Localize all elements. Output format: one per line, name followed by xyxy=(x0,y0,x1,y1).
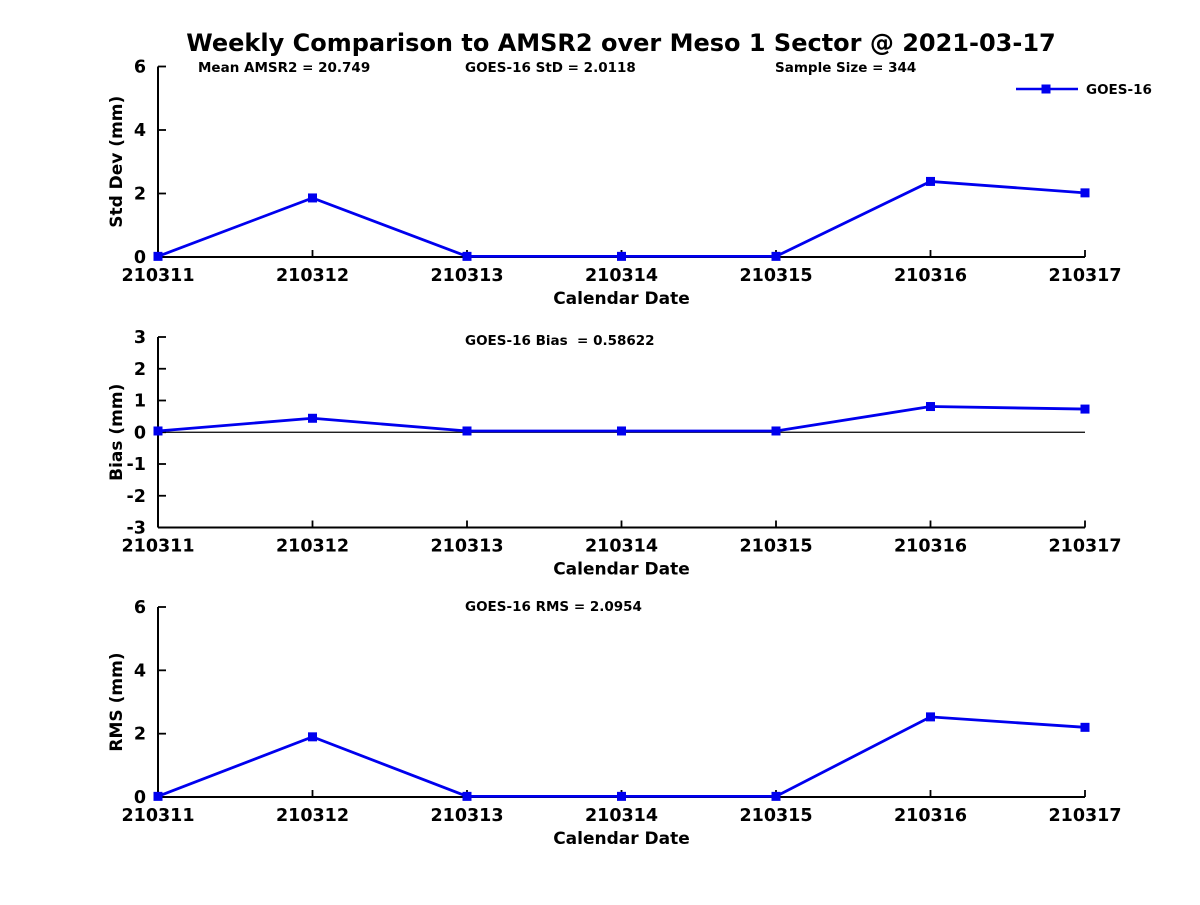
data-point-marker xyxy=(308,732,317,742)
x-tick-label: 210312 xyxy=(276,266,349,286)
x-axis-title: Calendar Date xyxy=(553,560,690,580)
legend-marker xyxy=(1041,84,1051,94)
y-tick-label: 4 xyxy=(134,661,146,681)
y-tick-label: 2 xyxy=(134,185,146,205)
data-point-marker xyxy=(617,251,626,261)
annotation-text: GOES-16 RMS = 2.0954 xyxy=(465,599,642,615)
plots-group: 0 2 4 6 210311 210312 210313 210314 210315 210316… xyxy=(107,58,1152,850)
y-tick-label: 6 xyxy=(134,598,146,618)
data-line xyxy=(157,180,1086,258)
figure-title: Weekly Comparison to AMSR2 over Meso 1 S… xyxy=(186,29,1055,57)
x-tick-label: 210314 xyxy=(585,537,658,557)
data-point-marker xyxy=(926,402,935,412)
legend: GOES-16 xyxy=(1016,82,1152,98)
data-point-marker xyxy=(308,413,317,423)
y-tick-label: 0 xyxy=(134,423,146,443)
data-point-marker xyxy=(1080,188,1090,198)
std-dev-subplot: 0 2 4 6 210311 210312 210313 210314 210315 210316… xyxy=(107,58,1152,310)
data-point-marker xyxy=(926,176,935,186)
data-point-marker xyxy=(153,791,163,801)
y-tick-label: 4 xyxy=(134,121,146,141)
annotation-text: Mean AMSR2 = 20.749 xyxy=(198,60,370,76)
x-tick-label: 210315 xyxy=(739,266,812,286)
x-tick-label: 210312 xyxy=(276,537,349,557)
x-tick-label: 210311 xyxy=(121,266,194,286)
y-tick-label: 6 xyxy=(134,58,146,78)
x-tick-label: 210317 xyxy=(1048,537,1121,557)
annotation-text: GOES-16 StD = 2.0118 xyxy=(465,60,636,76)
data-point-marker xyxy=(617,426,626,436)
x-tick-label: 210317 xyxy=(1048,806,1121,826)
data-point-marker xyxy=(926,712,935,722)
y-axis-title: Std Dev (mm) xyxy=(107,96,127,228)
data-point-marker xyxy=(771,791,781,801)
data-point-marker xyxy=(462,791,472,801)
y-tick-label: 0 xyxy=(134,248,146,268)
x-tick-label: 210316 xyxy=(894,537,967,557)
x-axis-title: Calendar Date xyxy=(553,829,690,849)
x-tick-label: 210314 xyxy=(585,806,658,826)
rms-subplot: 0 2 4 6 210311 210312 210313 210314 210315 210316… xyxy=(107,598,1122,849)
y-tick-label: -2 xyxy=(127,487,146,507)
y-tick-label: 0 xyxy=(134,788,146,808)
x-tick-label: 210313 xyxy=(430,537,503,557)
x-axis-title: Calendar Date xyxy=(553,289,690,309)
data-point-marker xyxy=(153,426,163,436)
y-tick-label: -3 xyxy=(127,519,146,539)
legend-label: GOES-16 xyxy=(1086,82,1152,98)
x-tick-label: 210312 xyxy=(276,806,349,826)
y-tick-label: -1 xyxy=(127,455,146,475)
data-point-marker xyxy=(1080,404,1090,414)
x-tick-label: 210315 xyxy=(739,806,812,826)
x-tick-label: 210313 xyxy=(430,806,503,826)
data-point-marker xyxy=(771,251,781,261)
annotation-text: Sample Size = 344 xyxy=(775,60,916,76)
y-axis-title: Bias (mm) xyxy=(107,384,127,481)
data-point-marker xyxy=(462,251,472,261)
data-line xyxy=(157,715,1086,798)
y-tick-label: 2 xyxy=(134,360,146,380)
data-point-marker xyxy=(1080,722,1090,732)
annotation-text: GOES-16 Bias = 0.58622 xyxy=(465,333,655,349)
x-tick-label: 210314 xyxy=(585,266,658,286)
x-tick-label: 210311 xyxy=(121,806,194,826)
x-tick-label: 210316 xyxy=(894,806,967,826)
data-point-marker xyxy=(308,193,317,203)
x-tick-label: 210317 xyxy=(1048,266,1121,286)
x-tick-label: 210311 xyxy=(121,537,194,557)
x-tick-label: 210313 xyxy=(430,266,503,286)
x-tick-label: 210316 xyxy=(894,266,967,286)
data-point-marker xyxy=(462,426,472,436)
data-point-marker xyxy=(617,791,626,801)
y-tick-label: 1 xyxy=(134,392,146,412)
data-point-marker xyxy=(153,251,163,261)
y-axis-title: RMS (mm) xyxy=(107,652,127,751)
x-tick-label: 210315 xyxy=(739,537,812,557)
y-tick-label: 2 xyxy=(134,725,146,745)
y-tick-label: 3 xyxy=(134,328,146,348)
data-point-marker xyxy=(771,426,781,436)
